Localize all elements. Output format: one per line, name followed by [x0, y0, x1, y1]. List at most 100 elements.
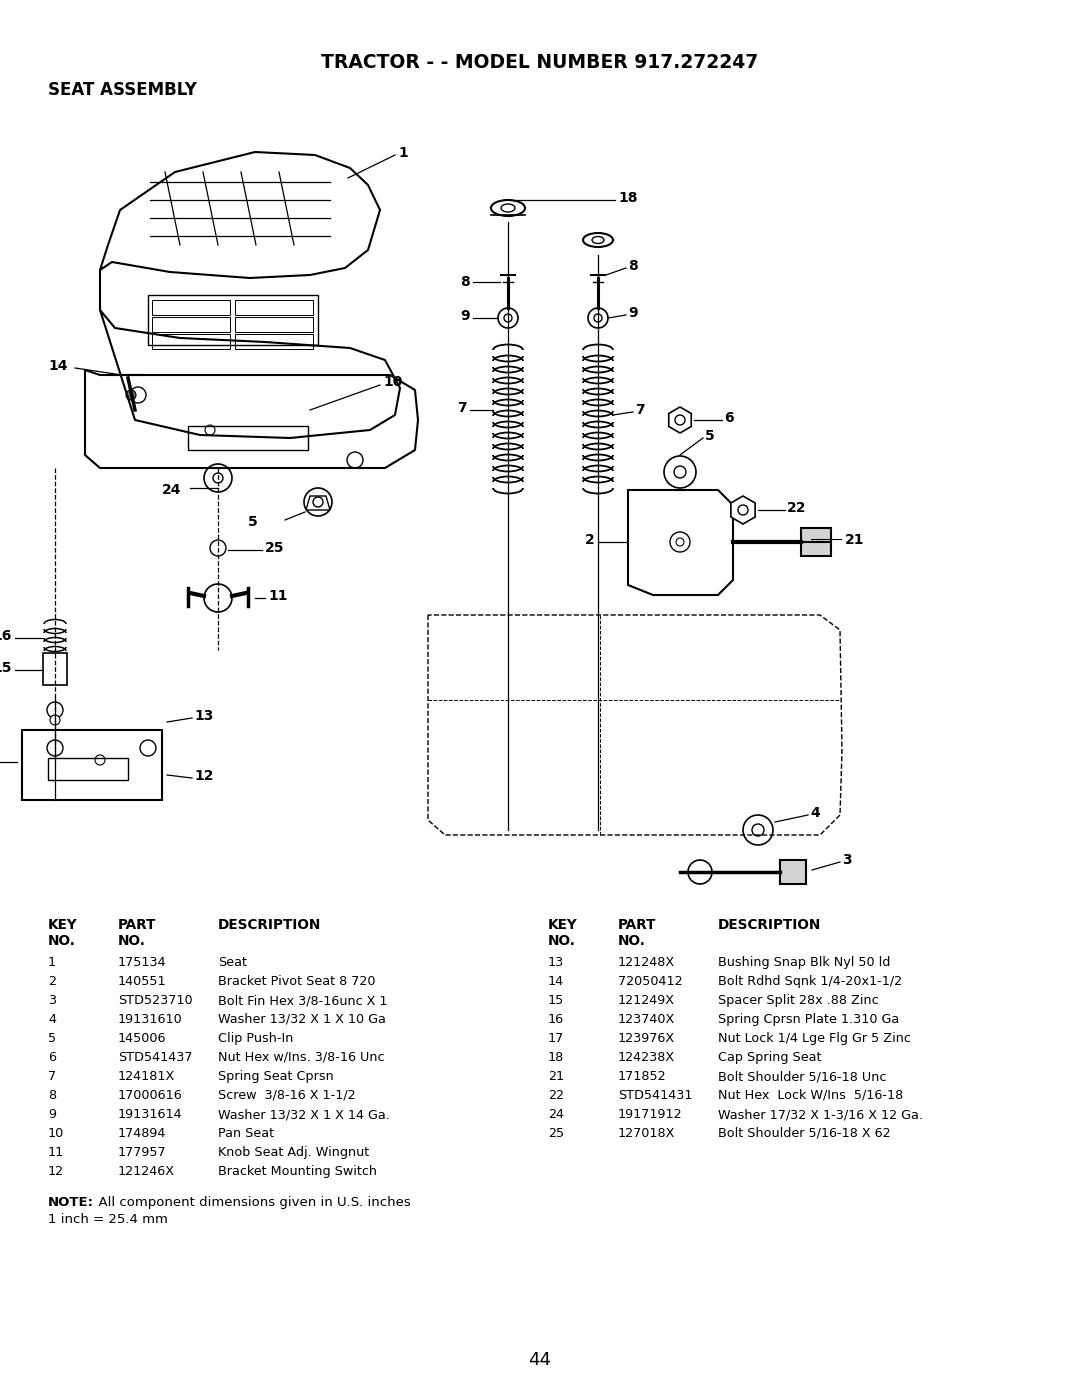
- Text: NO.: NO.: [48, 934, 76, 948]
- Circle shape: [204, 584, 232, 612]
- Text: 9: 9: [48, 1108, 56, 1121]
- Text: 145006: 145006: [118, 1032, 166, 1046]
- Text: 13: 13: [194, 710, 214, 723]
- Text: 14: 14: [48, 360, 67, 374]
- Text: 16: 16: [0, 629, 12, 643]
- Text: Clip Push-In: Clip Push-In: [218, 1032, 294, 1046]
- Bar: [48, 758, 129, 781]
- Text: Bolt Shoulder 5/16-18 X 62: Bolt Shoulder 5/16-18 X 62: [718, 1126, 891, 1140]
- Text: 174894: 174894: [118, 1126, 166, 1140]
- Circle shape: [674, 466, 686, 478]
- Text: 18: 18: [618, 191, 637, 205]
- Text: 2: 2: [48, 974, 56, 988]
- Text: 124238X: 124238X: [618, 1051, 675, 1064]
- Text: Washer 13/32 X 1 X 14 Ga.: Washer 13/32 X 1 X 14 Ga.: [218, 1108, 390, 1121]
- Text: 4: 4: [810, 806, 820, 820]
- Circle shape: [210, 539, 226, 556]
- Text: 175134: 175134: [118, 956, 166, 969]
- Bar: [801, 528, 831, 556]
- Text: 1: 1: [48, 956, 56, 969]
- Text: 16: 16: [548, 1013, 564, 1026]
- Text: 9: 9: [627, 307, 637, 321]
- Text: Pan Seat: Pan Seat: [218, 1126, 274, 1140]
- Circle shape: [48, 703, 63, 718]
- Text: 22: 22: [548, 1089, 564, 1103]
- Ellipse shape: [491, 199, 525, 216]
- Circle shape: [50, 715, 60, 725]
- Text: Washer 17/32 X 1-3/16 X 12 Ga.: Washer 17/32 X 1-3/16 X 12 Ga.: [718, 1108, 923, 1121]
- Circle shape: [213, 473, 222, 482]
- Text: 21: 21: [548, 1071, 564, 1083]
- Text: KEY: KEY: [548, 919, 578, 933]
- Circle shape: [738, 505, 748, 514]
- Text: STD523710: STD523710: [118, 994, 192, 1006]
- Text: 5: 5: [705, 429, 715, 443]
- Text: 123976X: 123976X: [618, 1032, 675, 1046]
- Text: KEY: KEY: [48, 919, 78, 933]
- Text: 15: 15: [0, 661, 12, 675]
- Text: All component dimensions given in U.S. inches: All component dimensions given in U.S. i…: [90, 1196, 410, 1209]
- Text: Nut Lock 1/4 Lge Flg Gr 5 Zinc: Nut Lock 1/4 Lge Flg Gr 5 Zinc: [718, 1032, 910, 1046]
- Text: 124181X: 124181X: [118, 1071, 175, 1083]
- Text: Bracket Pivot Seat 8 720: Bracket Pivot Seat 8 720: [218, 974, 376, 988]
- Text: 11: 11: [268, 590, 287, 604]
- Text: STD541437: STD541437: [118, 1051, 192, 1064]
- Text: 19131614: 19131614: [118, 1108, 183, 1121]
- Text: Spring Cprsn Plate 1.310 Ga: Spring Cprsn Plate 1.310 Ga: [718, 1013, 900, 1026]
- Bar: [148, 296, 318, 344]
- Text: Spacer Split 28x .88 Zinc: Spacer Split 28x .88 Zinc: [718, 994, 879, 1006]
- Text: 123740X: 123740X: [618, 1013, 675, 1026]
- Text: 21: 21: [845, 533, 864, 546]
- Circle shape: [498, 308, 518, 328]
- Text: Bushing Snap Blk Nyl 50 ld: Bushing Snap Blk Nyl 50 ld: [718, 956, 890, 969]
- Text: PART: PART: [118, 919, 157, 933]
- Text: NOTE:: NOTE:: [48, 1196, 94, 1209]
- Text: 17000616: 17000616: [118, 1089, 183, 1103]
- Bar: [152, 300, 230, 315]
- Text: Screw  3/8-16 X 1-1/2: Screw 3/8-16 X 1-1/2: [218, 1089, 355, 1103]
- Text: 7: 7: [457, 401, 467, 415]
- Text: 121246X: 121246X: [118, 1165, 175, 1178]
- Text: 72050412: 72050412: [618, 974, 683, 988]
- Text: 2: 2: [585, 533, 595, 546]
- Text: Bolt Shoulder 5/16-18 Unc: Bolt Shoulder 5/16-18 Unc: [718, 1071, 887, 1083]
- Text: Bracket Mounting Switch: Bracket Mounting Switch: [218, 1165, 377, 1178]
- Polygon shape: [731, 496, 755, 524]
- Text: 171852: 171852: [618, 1071, 666, 1083]
- Text: 7: 7: [635, 403, 645, 417]
- Text: 8: 8: [48, 1089, 56, 1103]
- Text: Washer 13/32 X 1 X 10 Ga: Washer 13/32 X 1 X 10 Ga: [218, 1013, 386, 1026]
- Text: Bolt Fin Hex 3/8-16unc X 1: Bolt Fin Hex 3/8-16unc X 1: [218, 994, 388, 1006]
- Text: 9: 9: [460, 309, 470, 323]
- Circle shape: [664, 456, 696, 488]
- Text: 6: 6: [48, 1051, 56, 1064]
- Text: 44: 44: [528, 1351, 552, 1369]
- Text: Nut Hex  Lock W/Ins  5/16-18: Nut Hex Lock W/Ins 5/16-18: [718, 1089, 903, 1103]
- Text: 127018X: 127018X: [618, 1126, 675, 1140]
- Text: 8: 8: [627, 259, 638, 273]
- Circle shape: [588, 308, 608, 328]
- Text: 24: 24: [162, 482, 181, 498]
- Text: 8: 8: [460, 275, 470, 289]
- Text: 7: 7: [48, 1071, 56, 1083]
- Text: 4: 4: [48, 1013, 56, 1026]
- Bar: [235, 335, 313, 348]
- Text: Knob Seat Adj. Wingnut: Knob Seat Adj. Wingnut: [218, 1146, 369, 1158]
- Text: Seat: Seat: [218, 956, 247, 969]
- Text: NO.: NO.: [618, 934, 646, 948]
- Text: 25: 25: [265, 541, 284, 555]
- Polygon shape: [669, 407, 691, 434]
- Text: Spring Seat Cprsn: Spring Seat Cprsn: [218, 1071, 334, 1083]
- Text: 6: 6: [724, 411, 733, 425]
- Circle shape: [504, 314, 512, 322]
- Text: 11: 11: [48, 1146, 64, 1158]
- Text: 13: 13: [548, 956, 564, 969]
- Text: NO.: NO.: [118, 934, 146, 948]
- Text: 177957: 177957: [118, 1146, 166, 1158]
- Bar: [780, 860, 806, 884]
- Bar: [152, 335, 230, 348]
- Text: 18: 18: [548, 1051, 564, 1064]
- Text: 19171912: 19171912: [618, 1108, 683, 1121]
- Text: 15: 15: [548, 994, 564, 1006]
- Text: 12: 12: [194, 769, 214, 783]
